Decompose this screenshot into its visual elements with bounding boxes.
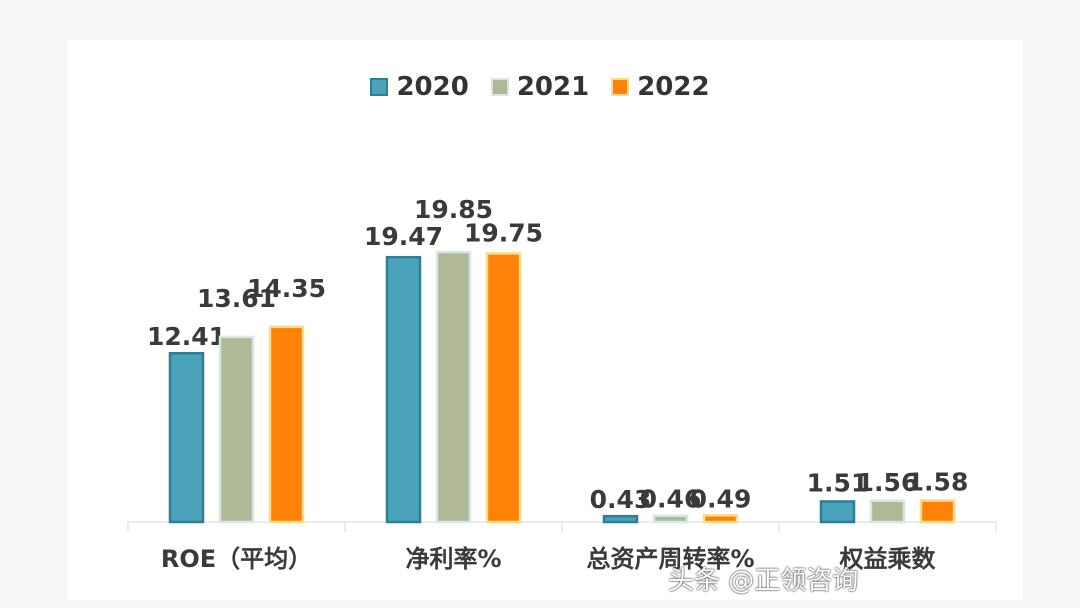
category-label: 权益乘数 (839, 545, 937, 573)
legend: 2020 2021 2022 (0, 72, 1080, 102)
data-label: 13.61 (197, 284, 276, 313)
category-label: ROE（平均） (161, 545, 312, 573)
data-label: 14.35 (247, 274, 326, 303)
legend-label: 2022 (637, 72, 710, 102)
legend-label: 2020 (396, 72, 469, 102)
watermark: 头条 @正领咨询 (668, 566, 859, 596)
data-label: 12.41 (147, 322, 226, 351)
bar-2021 (652, 514, 689, 524)
legend-item-2020: 2020 (370, 72, 469, 102)
bar-2020 (385, 255, 422, 524)
bar-2022 (919, 499, 956, 524)
bar-2020 (602, 514, 639, 524)
bar-2022 (268, 325, 305, 524)
bar-2022 (485, 252, 522, 524)
data-label: 1.51 (807, 468, 869, 497)
data-label: 19.47 (364, 222, 443, 251)
bar-2021 (435, 250, 472, 524)
bar-2020 (819, 500, 856, 524)
legend-item-2022: 2022 (611, 72, 710, 102)
legend-swatch (370, 78, 389, 96)
bar-2020 (168, 351, 205, 524)
bar-2021 (218, 335, 255, 524)
legend-label: 2021 (516, 72, 590, 102)
data-label: 1.58 (907, 468, 969, 497)
data-label: 19.75 (464, 218, 543, 247)
category-label: 总资产周转率% (586, 545, 754, 573)
legend-swatch (611, 78, 630, 96)
category-label: 净利率% (405, 545, 501, 573)
legend-swatch (490, 78, 509, 96)
data-label: 0.43 (590, 485, 652, 514)
bar-2021 (869, 499, 906, 524)
legend-item-2021: 2021 (490, 72, 590, 102)
data-label: 1.56 (857, 468, 919, 497)
data-label: 19.85 (414, 195, 493, 224)
data-label: 0.49 (690, 484, 752, 513)
bar-2022 (702, 514, 739, 524)
data-label: 0.46 (640, 485, 702, 514)
